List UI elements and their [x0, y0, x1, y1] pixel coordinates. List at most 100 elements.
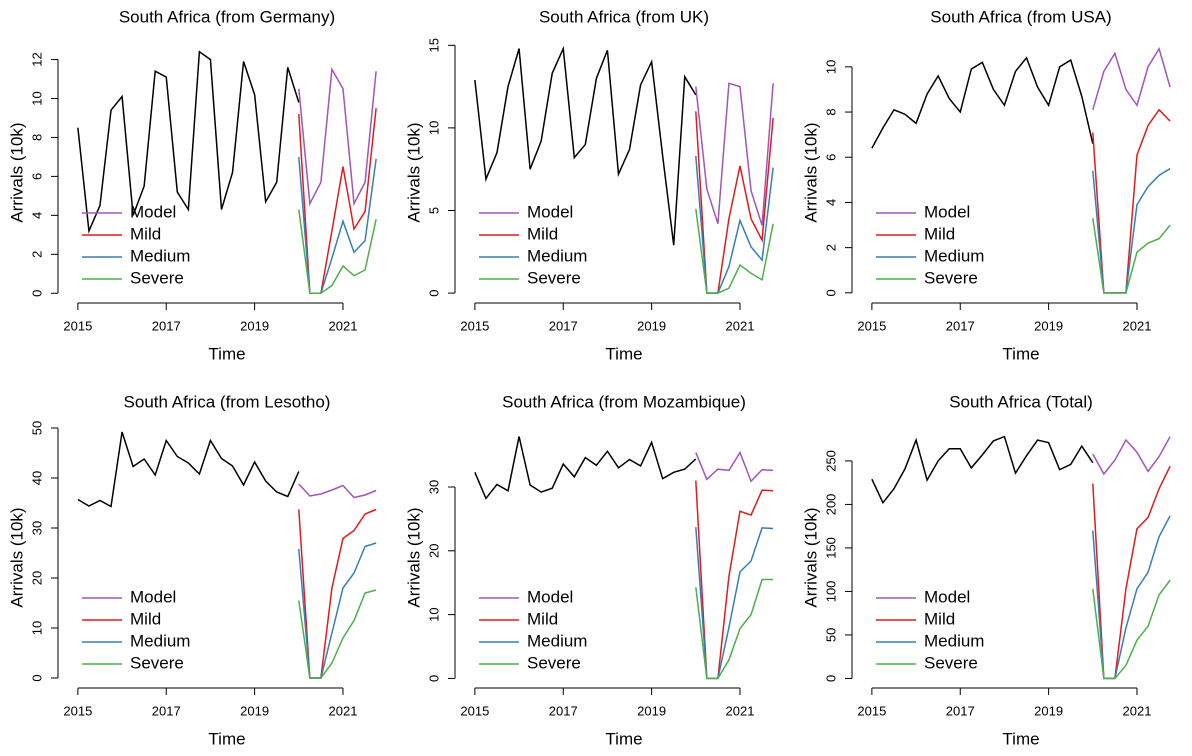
x-tick-label: 2017: [152, 318, 181, 333]
y-tick-label: 200: [823, 494, 838, 516]
x-tick-label: 2021: [329, 703, 358, 718]
series-line: [474, 436, 697, 500]
y-tick-label: 30: [29, 521, 44, 535]
series-line: [871, 56, 1094, 149]
series-line: [1092, 218, 1171, 294]
x-tick-label: 2019: [1034, 318, 1063, 333]
series-line: [1092, 46, 1171, 110]
legend-label: Model: [527, 202, 573, 221]
y-tick-label: 15: [426, 38, 441, 52]
x-tick-label: 2015: [63, 703, 92, 718]
series-line: [1092, 579, 1171, 680]
panel: South Africa (from Germany) Time Arrivals …: [7, 7, 377, 363]
y-tick-label: 0: [823, 289, 838, 296]
y-tick-label: 20: [29, 571, 44, 585]
y-tick-label: 4: [823, 199, 838, 206]
x-axis-label: Time: [208, 344, 245, 363]
y-tick-label: 2: [823, 244, 838, 251]
y-tick-label: 10: [426, 607, 441, 621]
y-axis-label: Arrivals (10k): [801, 507, 820, 607]
x-axis-label: Time: [605, 344, 642, 363]
panel-title: South Africa (from USA): [930, 7, 1111, 26]
y-tick-label: 12: [29, 52, 44, 66]
series-line: [695, 527, 774, 680]
y-tick-label: 5: [426, 207, 441, 214]
y-tick-label: 6: [29, 173, 44, 180]
series-line: [1092, 436, 1171, 476]
x-tick-label: 2021: [1123, 703, 1152, 718]
legend-label: Mild: [527, 224, 558, 243]
y-tick-label: 20: [426, 544, 441, 558]
legend-label: Medium: [130, 631, 190, 650]
legend-label: Model: [130, 202, 176, 221]
series-line: [298, 209, 377, 295]
x-tick-label: 2021: [329, 318, 358, 333]
legend-label: Medium: [130, 246, 190, 265]
y-tick-label: 10: [29, 621, 44, 635]
y-tick-label: 100: [823, 581, 838, 603]
y-tick-label: 50: [29, 421, 44, 435]
series-line: [298, 66, 377, 207]
series-line: [298, 156, 377, 295]
x-tick-label: 2019: [637, 703, 666, 718]
panel-title: South Africa (from Germany): [119, 7, 335, 26]
x-axis-label: Time: [1002, 729, 1039, 748]
legend-label: Model: [924, 202, 970, 221]
x-tick-label: 2015: [63, 318, 92, 333]
y-tick-label: 8: [823, 108, 838, 115]
series-line: [77, 431, 300, 508]
panel: South Africa (from Mozambique) Time Arriva…: [404, 392, 774, 748]
legend-label: Model: [130, 587, 176, 606]
y-tick-label: 0: [426, 675, 441, 682]
legend-label: Medium: [924, 631, 984, 650]
legend-label: Medium: [924, 246, 984, 265]
legend-label: Medium: [527, 246, 587, 265]
y-tick-label: 6: [823, 154, 838, 161]
x-tick-label: 2017: [946, 318, 975, 333]
legend-label: Mild: [130, 609, 161, 628]
x-axis-label: Time: [1002, 344, 1039, 363]
series-line: [695, 578, 774, 680]
series-line: [1092, 108, 1171, 294]
y-axis-label: Arrivals (10k): [801, 122, 820, 222]
x-tick-label: 2019: [637, 318, 666, 333]
y-tick-label: 50: [823, 628, 838, 642]
panel: South Africa (from Lesotho) Time Arrivals …: [7, 392, 377, 748]
x-tick-label: 2017: [549, 318, 578, 333]
series-line: [298, 108, 377, 295]
series-line: [1092, 465, 1171, 680]
series-line: [695, 82, 774, 226]
y-tick-label: 0: [426, 289, 441, 296]
legend-label: Mild: [924, 609, 955, 628]
legend-label: Medium: [527, 631, 587, 650]
series-line: [298, 589, 377, 679]
x-tick-label: 2019: [240, 318, 269, 333]
y-tick-label: 150: [823, 537, 838, 559]
x-tick-label: 2015: [857, 703, 886, 718]
panel: South Africa (from UK) Time Arrivals (10k)…: [404, 7, 774, 363]
panel: South Africa (from USA) Time Arrivals (10k…: [801, 7, 1171, 363]
legend-label: Severe: [527, 653, 581, 672]
x-tick-label: 2019: [1034, 703, 1063, 718]
panel-title: South Africa (from Lesotho): [124, 392, 331, 411]
legend-label: Mild: [130, 224, 161, 243]
series-line: [298, 483, 377, 499]
x-tick-label: 2017: [152, 703, 181, 718]
y-tick-label: 4: [29, 212, 44, 219]
x-axis-label: Time: [208, 729, 245, 748]
x-axis-label: Time: [605, 729, 642, 748]
x-tick-label: 2021: [726, 703, 755, 718]
legend-label: Severe: [527, 268, 581, 287]
y-tick-label: 40: [29, 471, 44, 485]
x-tick-label: 2015: [460, 318, 489, 333]
series-line: [871, 435, 1094, 505]
series-line: [695, 111, 774, 294]
series-line: [695, 208, 774, 294]
y-tick-label: 10: [426, 121, 441, 135]
y-tick-label: 8: [29, 134, 44, 141]
panel-title: South Africa (from UK): [539, 7, 709, 26]
legend-label: Severe: [924, 268, 978, 287]
y-tick-label: 0: [823, 675, 838, 682]
